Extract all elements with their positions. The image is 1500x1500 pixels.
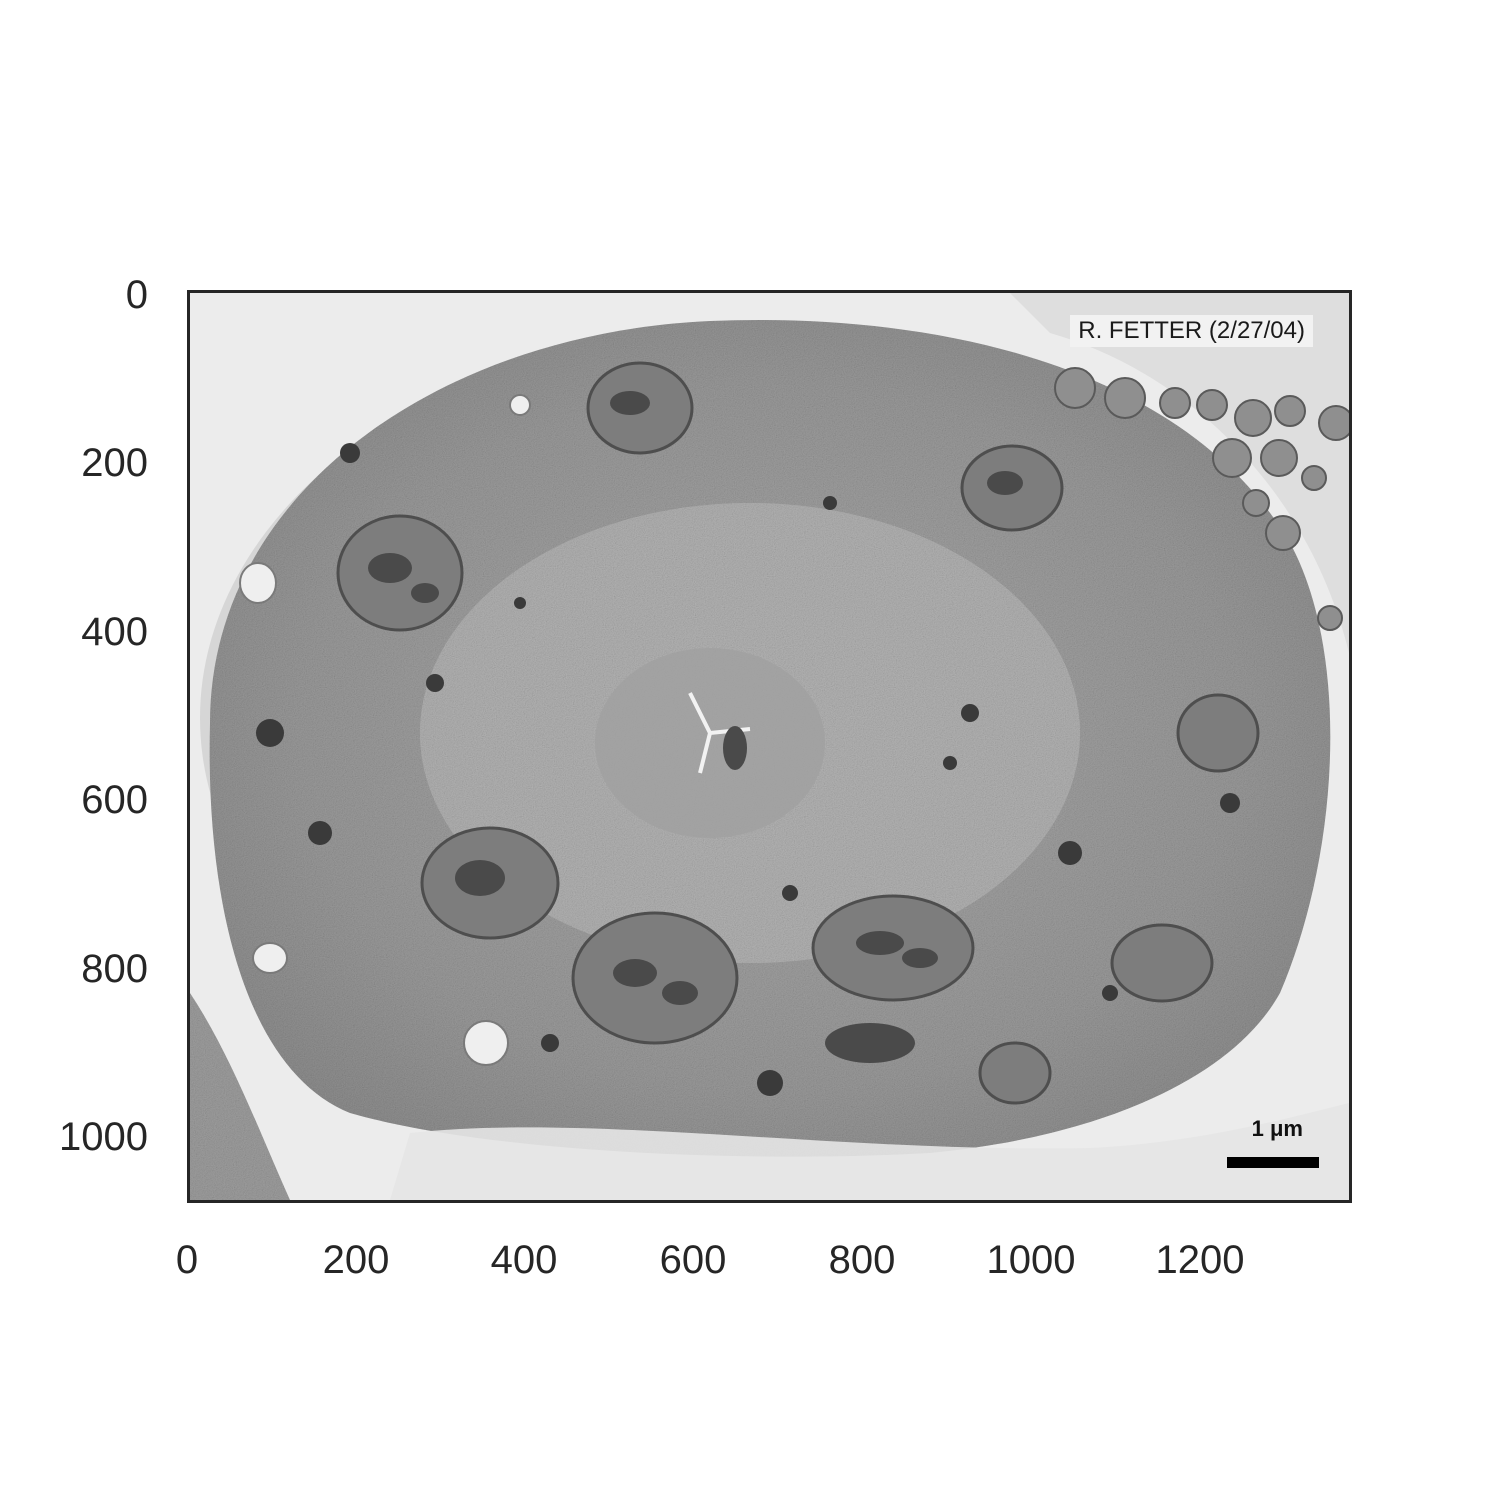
electron-micrograph xyxy=(190,293,1349,1200)
x-tick-label: 600 xyxy=(659,1238,727,1282)
x-tick-label: 1200 xyxy=(1155,1238,1245,1282)
credit-label: R. FETTER (2/27/04) xyxy=(1070,315,1313,347)
scale-bar-label: 1 μm xyxy=(1251,1116,1303,1141)
y-tick-label: 400 xyxy=(81,610,148,654)
y-tick-label: 1000 xyxy=(59,1115,148,1159)
x-tick-label: 400 xyxy=(490,1238,558,1282)
x-tick-label: 200 xyxy=(322,1238,390,1282)
y-tick-label: 800 xyxy=(81,947,148,991)
y-tick-label: 0 xyxy=(125,273,148,317)
x-tick-label: 0 xyxy=(175,1238,199,1282)
y-tick-label: 200 xyxy=(81,441,148,485)
y-tick-label: 600 xyxy=(81,778,148,822)
image-axes: R. FETTER (2/27/04) 1 μm xyxy=(187,290,1352,1203)
scale-bar xyxy=(1227,1157,1319,1168)
x-tick-label: 1000 xyxy=(986,1238,1076,1282)
x-tick-label: 800 xyxy=(828,1238,896,1282)
